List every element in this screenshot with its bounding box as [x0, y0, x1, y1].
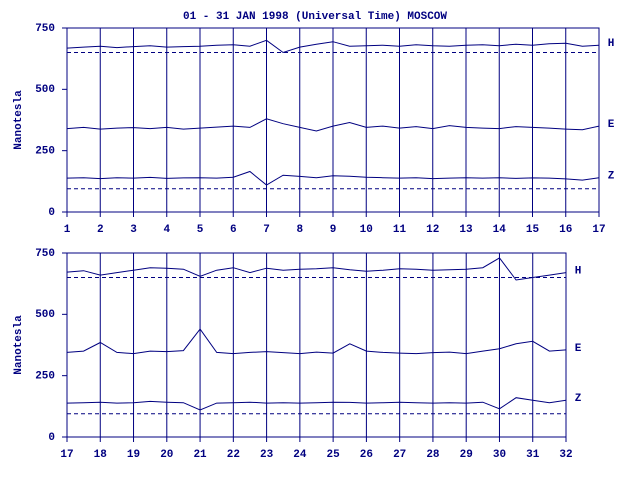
y-tick-label: 750	[35, 248, 55, 260]
x-tick-label: 5	[197, 224, 204, 236]
y-tick-label: 500	[35, 309, 55, 321]
x-tick-label: 12	[426, 224, 439, 236]
series-line	[66, 170, 600, 186]
x-tick-label: 9	[330, 224, 337, 236]
x-tick-label: 8	[296, 224, 303, 236]
series-label: Z	[608, 171, 615, 183]
x-tick-label: 11	[393, 224, 407, 236]
x-tick-label: 26	[360, 449, 373, 461]
x-tick-label: 32	[559, 449, 572, 461]
x-tick-label: 21	[193, 449, 207, 461]
series-label: H	[608, 38, 615, 50]
series-label: E	[608, 119, 615, 131]
series-line	[66, 118, 600, 132]
y-tick-label: 500	[35, 84, 55, 96]
y-tick-label: 250	[35, 146, 55, 158]
x-tick-label: 15	[526, 224, 540, 236]
x-tick-label: 10	[360, 224, 373, 236]
x-tick-label: 27	[393, 449, 406, 461]
x-tick-label: 7	[263, 224, 270, 236]
x-tick-label: 24	[293, 449, 307, 461]
x-tick-label: 14	[493, 224, 507, 236]
chart-title: 01 - 31 JAN 1998 (Universal Time) MOSCOW	[183, 11, 447, 23]
x-tick-label: 28	[426, 449, 440, 461]
x-tick-label: 30	[493, 449, 506, 461]
x-tick-label: 17	[592, 224, 605, 236]
x-tick-label: 29	[460, 449, 473, 461]
y-tick-label: 0	[48, 207, 55, 219]
x-tick-label: 1	[64, 224, 71, 236]
series-label: H	[575, 266, 582, 278]
x-tick-label: 23	[260, 449, 274, 461]
x-tick-label: 2	[97, 224, 104, 236]
y-axis-label: Nanotesla	[13, 90, 25, 150]
plot-frame	[66, 252, 567, 438]
x-tick-label: 25	[327, 449, 341, 461]
series-line	[66, 328, 567, 355]
x-tick-label: 16	[559, 224, 572, 236]
x-tick-label: 19	[127, 449, 140, 461]
series-line	[66, 257, 567, 281]
series-line	[66, 397, 567, 411]
y-tick-label: 0	[48, 432, 55, 444]
x-tick-label: 6	[230, 224, 237, 236]
y-tick-label: 750	[35, 23, 55, 35]
x-tick-label: 22	[227, 449, 240, 461]
x-tick-label: 3	[130, 224, 137, 236]
x-tick-label: 31	[526, 449, 540, 461]
series-label: Z	[575, 393, 582, 405]
series-label: E	[575, 343, 582, 355]
series-line	[66, 39, 600, 54]
x-tick-label: 13	[459, 224, 473, 236]
x-tick-label: 17	[60, 449, 73, 461]
y-axis-label: Nanotesla	[13, 315, 25, 375]
x-tick-label: 18	[94, 449, 108, 461]
y-tick-label: 250	[35, 371, 55, 383]
x-tick-label: 20	[160, 449, 173, 461]
x-tick-label: 4	[163, 224, 170, 236]
